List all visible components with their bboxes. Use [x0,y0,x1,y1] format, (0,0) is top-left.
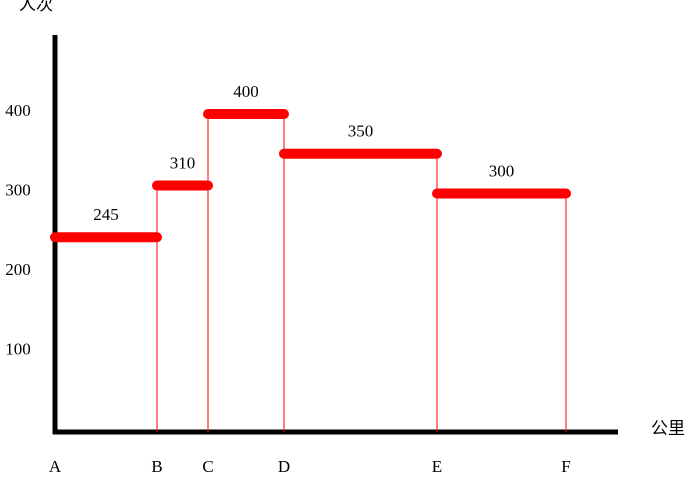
y-tick-label: 400 [5,101,31,120]
data-label: 310 [170,153,196,172]
y-tick-label: 300 [5,180,31,199]
y-tick-label: 100 [5,339,31,358]
y-tick-label: 200 [5,260,31,279]
data-label: 245 [93,205,119,224]
x-tick-label: F [561,457,570,476]
x-tick-label: D [278,457,290,476]
x-tick-label: A [49,457,62,476]
data-label: 300 [489,161,515,180]
y-axis-title: 人次 [19,0,53,14]
data-label: 400 [233,82,259,101]
x-tick-label: B [151,457,162,476]
x-tick-label: C [202,457,213,476]
x-axis-title: 公里 [651,419,685,438]
x-tick-label: E [432,457,442,476]
data-label: 350 [348,122,374,141]
